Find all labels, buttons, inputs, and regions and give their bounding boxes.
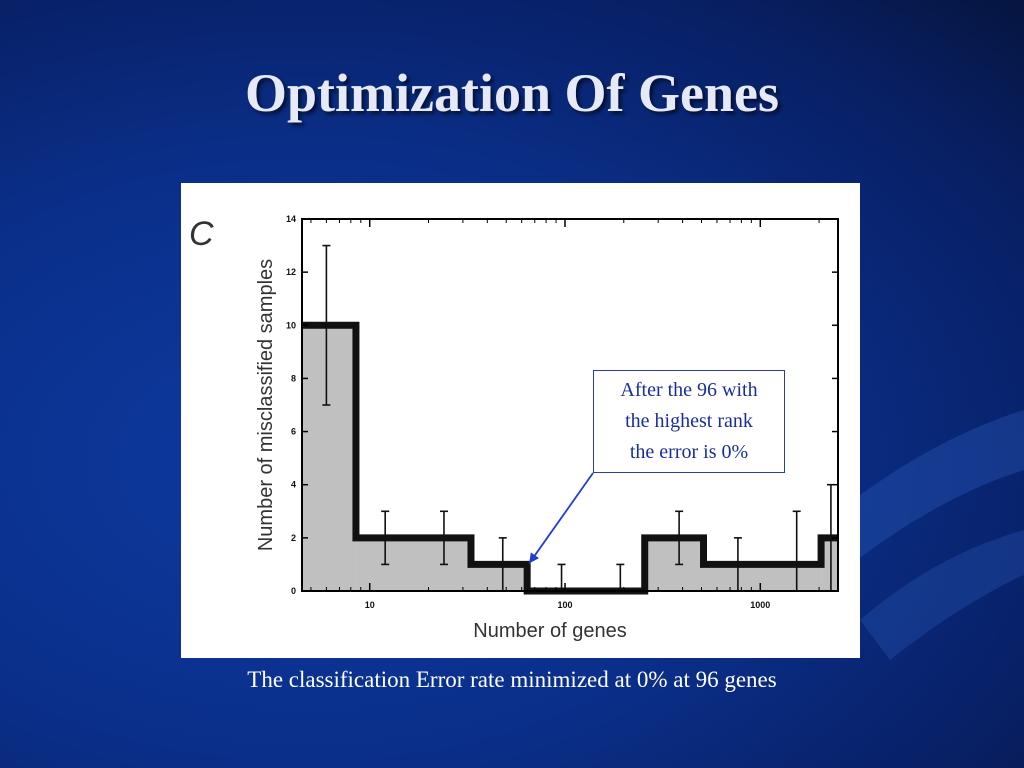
y-tick-label: 0 [291,586,296,596]
annotation-arrow [528,472,594,564]
slide-title: Optimization Of Genes [245,63,779,123]
x-tick-label: 1000 [750,600,770,610]
histogram-chart: 0 2 4 6 8 10 12 14 10 100 1000 Number of genes Numbe… [255,214,839,642]
callout-line: After the 96 with [620,379,758,401]
annotation-callout: After the 96 with the highest rank the e… [593,370,785,473]
chart-figure: 0 2 4 6 8 10 12 14 10 100 1000 Number of genes Numbe… [181,183,860,658]
y-tick-label: 4 [291,480,296,490]
y-tick-label: 2 [291,533,296,543]
histogram-bar [644,537,704,591]
x-tick-label: 10 [365,600,375,610]
annotation-arrowhead [529,552,540,564]
histogram-bar [302,325,356,591]
y-tick-label: 12 [286,267,296,277]
callout-line: the error is 0% [629,441,749,463]
histogram-bar [470,564,528,591]
y-tick-label: 8 [291,373,296,383]
y-tick-label: 6 [291,427,296,437]
histogram-bar [703,564,822,591]
callout-line: the highest rank [625,410,753,432]
y-tick-label: 10 [286,320,296,330]
slide-caption: The classification Error rate minimized … [247,667,777,692]
panel-letter: C [189,215,214,253]
x-axis-label: Number of genes [473,620,626,642]
y-tick-label: 14 [286,214,296,224]
y-axis-label: Number of misclassified samples [255,259,277,551]
x-tick-label: 100 [557,600,572,610]
histogram-bar [821,537,838,591]
histogram-bar [355,537,471,591]
plot-frame [301,218,839,592]
